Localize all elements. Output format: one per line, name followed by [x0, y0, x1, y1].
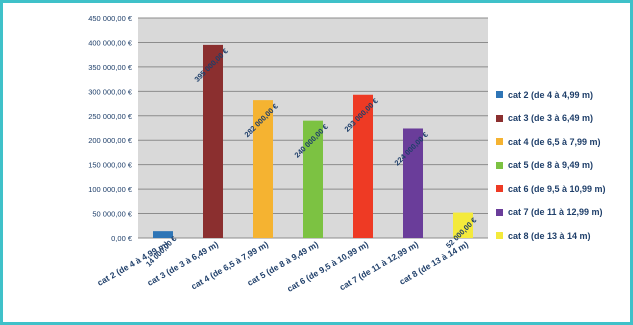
legend-swatch [496, 161, 503, 169]
legend-item: cat 7 (de 11 à 12,99 m) [496, 206, 628, 219]
x-tick-label: cat 6 (de 9,5 à 10,99 m) [285, 239, 370, 294]
bar [253, 100, 273, 238]
y-tick-label: 150 000,00 € [88, 161, 133, 170]
legend-item: cat 4 (de 6,5 à 7,99 m) [496, 135, 628, 148]
y-tick-label: 300 000,00 € [88, 87, 133, 96]
legend-swatch [496, 114, 503, 122]
bar [203, 44, 223, 239]
y-tick-label: 50 000,00 € [92, 210, 132, 219]
y-tick-label: 200 000,00 € [88, 136, 133, 145]
legend-label: cat 4 (de 6,5 à 7,99 m) [508, 136, 601, 147]
legend-swatch [496, 232, 503, 239]
legend-item: cat 2 (de 4 à 4,99 m) [496, 88, 628, 101]
y-tick-label: 0,00 € [111, 234, 133, 243]
y-tick-label: 100 000,00 € [88, 185, 133, 194]
bar [303, 120, 323, 238]
legend-label: cat 8 (de 13 à 14 m) [508, 230, 591, 241]
bar [403, 128, 423, 238]
legend-label: cat 7 (de 11 à 12,99 m) [508, 207, 603, 217]
y-tick-label: 350 000,00 € [88, 63, 133, 72]
legend-swatch [496, 138, 503, 145]
legend-label: cat 3 (de 3 à 6,49 m) [508, 113, 594, 123]
y-tick-label: 400 000,00 € [88, 38, 133, 47]
bar [153, 231, 173, 238]
bar [453, 212, 473, 238]
legend-label: cat 2 (de 4 à 4,99 m) [508, 89, 594, 100]
legend-label: cat 6 (de 9,5 à 10,99 m) [508, 183, 606, 194]
legend-swatch [496, 185, 503, 192]
bar [353, 94, 373, 238]
legend-item: cat 6 (de 9,5 à 10,99 m) [496, 182, 628, 195]
legend-swatch [496, 208, 503, 216]
legend-swatch [496, 91, 503, 98]
y-tick-label: 250 000,00 € [88, 112, 133, 121]
chart-legend: cat 2 (de 4 à 4,99 m) cat 3 (de 3 à 6,49 … [496, 88, 628, 253]
legend-item: cat 5 (de 8 à 9,49 m) [496, 159, 628, 172]
legend-item: cat 3 (de 3 à 6,49 m) [496, 112, 628, 125]
y-tick-label: 450 000,00 € [88, 14, 133, 23]
legend-label: cat 5 (de 8 à 9,49 m) [508, 160, 594, 170]
legend-item: cat 8 (de 13 à 14 m) [496, 229, 628, 242]
